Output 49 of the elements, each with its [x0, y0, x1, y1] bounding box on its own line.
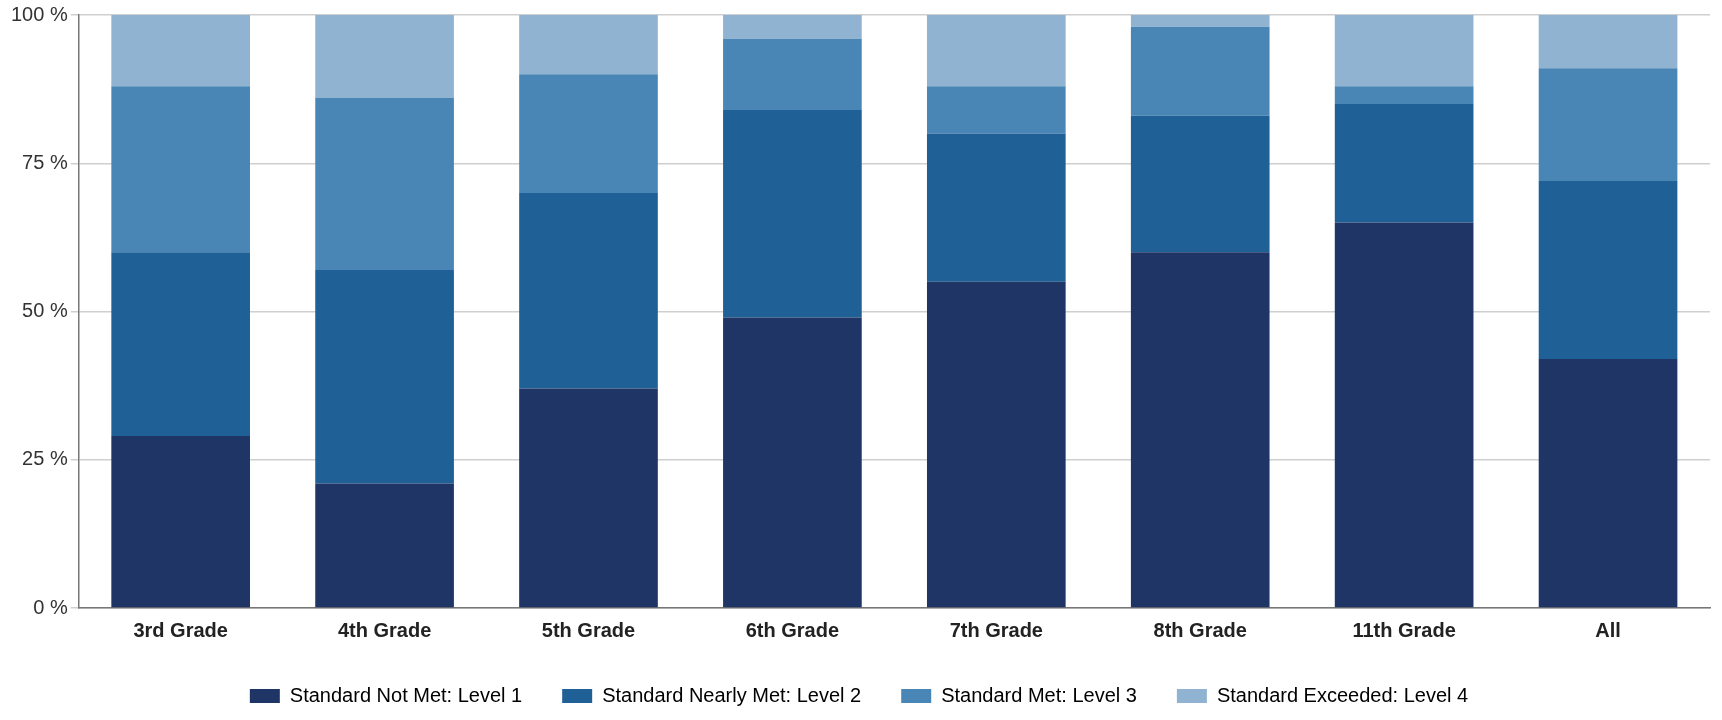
bar: [111, 15, 250, 87]
x-tick-label: All: [1595, 618, 1621, 641]
bar: [1538, 181, 1678, 359]
bar: [926, 86, 1066, 134]
bar: [111, 252, 250, 437]
bar: [1538, 15, 1678, 69]
bar: [926, 15, 1066, 87]
bar: [315, 98, 454, 270]
bar: [519, 74, 658, 193]
legend-label: Standard Met: Level 3: [941, 683, 1137, 706]
bar: [111, 436, 250, 608]
bar: [1130, 15, 1270, 27]
y-tick-label: 100 %: [10, 2, 68, 25]
bar: [926, 133, 1066, 282]
y-tick-label: 25 %: [22, 447, 68, 470]
bar: [1130, 26, 1270, 116]
x-tick-label: 3rd Grade: [133, 618, 228, 641]
bar: [1130, 115, 1270, 253]
bar: [519, 192, 658, 389]
bar: [1334, 86, 1474, 104]
bar: [926, 281, 1066, 608]
bar: [111, 86, 250, 253]
x-tick-label: 4th Grade: [337, 618, 432, 641]
legend-label: Standard Nearly Met: Level 2: [602, 683, 862, 706]
bar: [723, 317, 862, 608]
bar: [1334, 15, 1474, 87]
bar: [1538, 358, 1678, 608]
bar: [1334, 222, 1474, 608]
bar: [1130, 252, 1270, 608]
bar: [1538, 68, 1678, 182]
y-tick-label: 0 %: [33, 595, 68, 618]
bar: [519, 388, 658, 608]
legend-label: Standard Not Met: Level 1: [289, 683, 523, 706]
bar: [315, 483, 454, 608]
x-tick-label: 6th Grade: [745, 618, 840, 641]
y-tick-label: 50 %: [22, 299, 68, 322]
x-tick-label: 5th Grade: [541, 618, 636, 641]
bar: [315, 15, 454, 99]
bar: [723, 109, 862, 318]
y-tick-label: 75 %: [22, 150, 68, 173]
bar: [315, 269, 454, 484]
legend-label: Standard Exceeded: Level 4: [1216, 683, 1469, 706]
x-tick-label: 11th Grade: [1352, 618, 1456, 641]
bar: [1334, 103, 1474, 223]
x-tick-label: 8th Grade: [1153, 618, 1247, 641]
bar: [519, 15, 658, 75]
x-tick-label: 7th Grade: [949, 618, 1043, 641]
bar: [723, 15, 862, 39]
bar: [723, 38, 862, 110]
